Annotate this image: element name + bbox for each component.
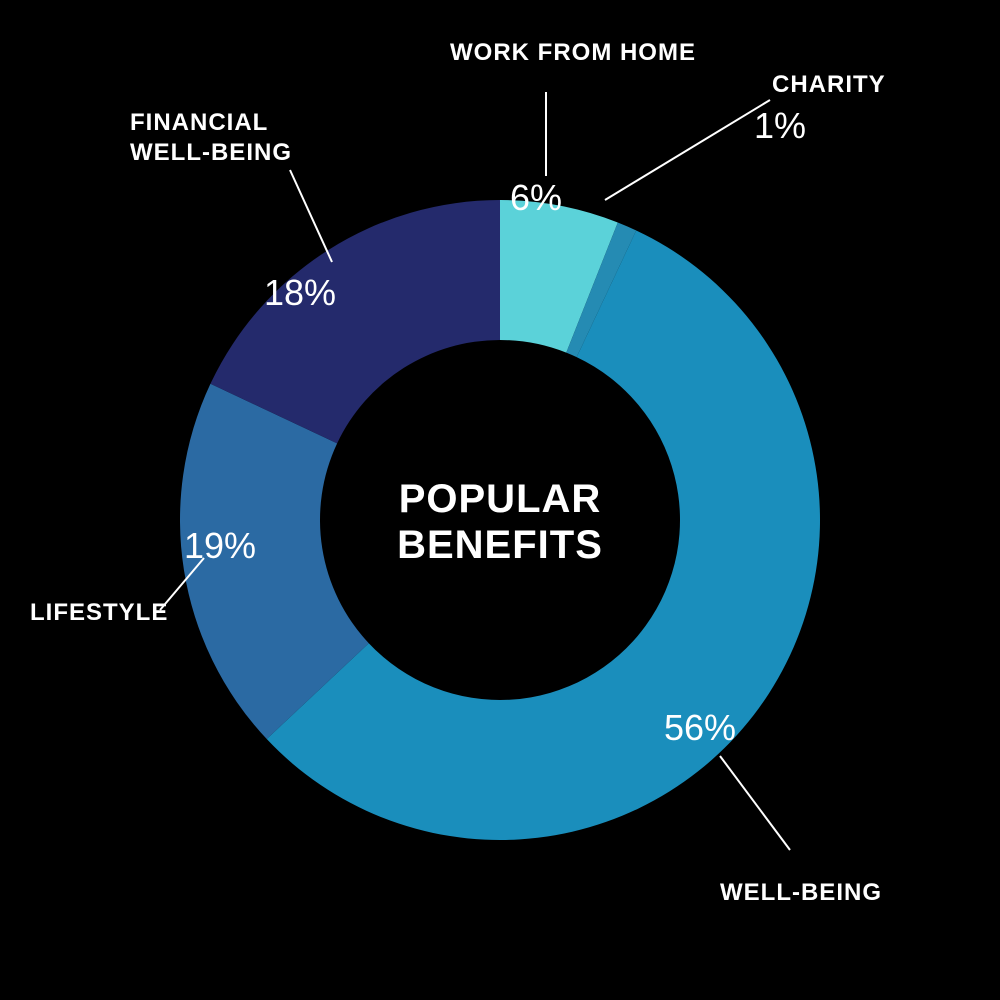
pct-lifestyle: 19% [184, 525, 256, 566]
label-work-from-home: WORK FROM HOME [450, 39, 696, 66]
label-lifestyle: LIFESTYLE [30, 599, 168, 626]
label-well-being: WELL-BEING [720, 879, 882, 906]
pct-charity: 1% [754, 105, 806, 146]
pct-financial-well-being: 18% [264, 272, 336, 313]
pct-work-from-home: 6% [510, 177, 562, 218]
popular-benefits-donut-chart: POPULARBENEFITS6%WORK FROM HOME1%CHARITY… [0, 0, 1000, 1000]
label-charity: CHARITY [772, 71, 886, 98]
pct-well-being: 56% [664, 707, 736, 748]
